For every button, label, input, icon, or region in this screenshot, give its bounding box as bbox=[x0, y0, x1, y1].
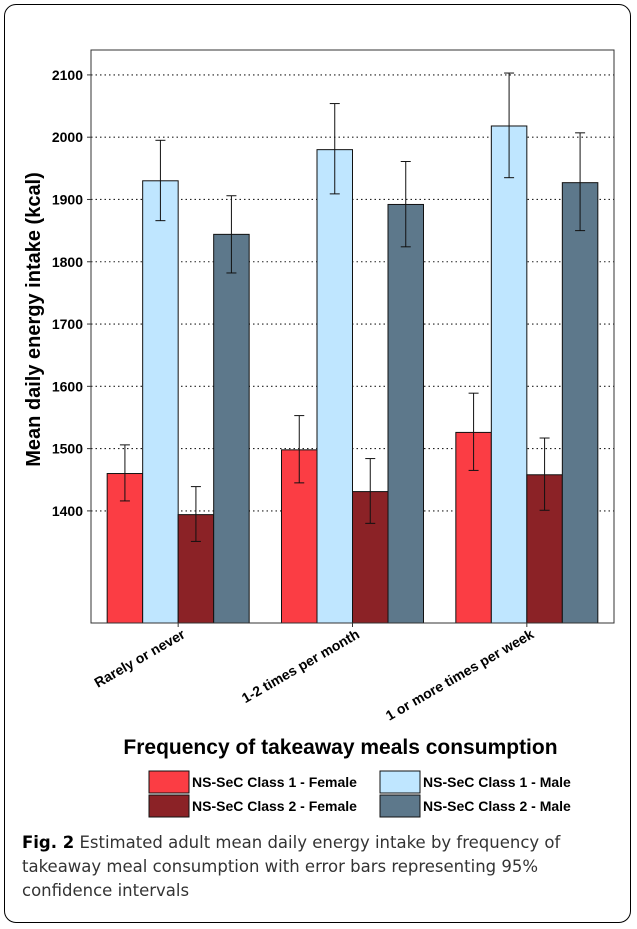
y-tick-label: 1800 bbox=[52, 254, 83, 270]
legend: NS-SeC Class 1 - Female NS-SeC Class 1 - … bbox=[148, 770, 571, 818]
error-bar bbox=[365, 458, 376, 524]
y-tick-labels: 1400 1500 1600 1700 1800 1900 2000 2100 bbox=[52, 67, 91, 519]
bar-layer bbox=[106, 125, 599, 624]
legend-label: NS-SeC Class 1 - Male bbox=[423, 774, 571, 790]
legend-label: NS-SeC Class 2 - Male bbox=[423, 798, 571, 814]
error-bar bbox=[504, 72, 515, 179]
legend-swatch bbox=[148, 794, 190, 818]
caption-label: Fig. 2 bbox=[22, 833, 75, 852]
x-tick-label: 1-2 times per month bbox=[239, 626, 362, 706]
bar bbox=[387, 203, 424, 624]
legend-swatch bbox=[148, 770, 190, 794]
error-bar bbox=[119, 444, 130, 502]
bar bbox=[561, 182, 599, 624]
error-bar bbox=[329, 103, 340, 195]
y-tick-label: 1400 bbox=[52, 503, 83, 519]
x-axis-title: Frequency of takeaway meals consumption bbox=[123, 736, 557, 759]
legend-label: NS-SeC Class 1 - Female bbox=[192, 774, 357, 790]
error-bar bbox=[226, 195, 237, 274]
error-bar bbox=[468, 392, 479, 471]
error-bar bbox=[190, 486, 201, 542]
y-axis-title: Mean daily energy intake (kcal) bbox=[23, 172, 45, 467]
plot-border bbox=[90, 49, 615, 624]
legend-item: NS-SeC Class 2 - Male bbox=[379, 794, 571, 818]
chart: 1400 1500 1600 1700 1800 1900 2000 2100 Rarely … bbox=[23, 49, 615, 818]
legend-swatch bbox=[379, 794, 421, 818]
y-tick-label: 2100 bbox=[52, 67, 83, 83]
x-tick-label: 1 or more times per week bbox=[383, 626, 537, 724]
x-tick-labels: Rarely or never 1-2 times per month 1 or m… bbox=[91, 623, 537, 724]
y-tick-label: 1600 bbox=[52, 378, 83, 394]
error-bar bbox=[575, 132, 586, 232]
y-tick-label: 1900 bbox=[52, 191, 83, 207]
legend-label: NS-SeC Class 2 - Female bbox=[192, 798, 357, 814]
legend-item: NS-SeC Class 2 - Female bbox=[148, 794, 357, 818]
error-bar bbox=[155, 139, 166, 222]
bar bbox=[316, 149, 353, 624]
error-bar bbox=[539, 437, 550, 511]
figure-caption: Fig. 2 Estimated adult mean daily energy… bbox=[22, 831, 612, 903]
error-bar-layer bbox=[119, 72, 586, 542]
legend-item: NS-SeC Class 1 - Female bbox=[148, 770, 357, 794]
y-tick-label: 1500 bbox=[52, 441, 83, 457]
y-tick-label: 1700 bbox=[52, 316, 83, 332]
bar bbox=[142, 180, 179, 624]
y-tick-label: 2000 bbox=[52, 129, 83, 145]
legend-swatch bbox=[379, 770, 421, 794]
x-tick-label: Rarely or never bbox=[91, 625, 188, 690]
caption-text: Estimated adult mean daily energy intake… bbox=[22, 833, 561, 900]
legend-item: NS-SeC Class 1 - Male bbox=[379, 770, 571, 794]
bar bbox=[213, 233, 250, 624]
bar bbox=[490, 125, 528, 624]
error-bar bbox=[294, 415, 305, 484]
error-bar bbox=[400, 160, 411, 248]
